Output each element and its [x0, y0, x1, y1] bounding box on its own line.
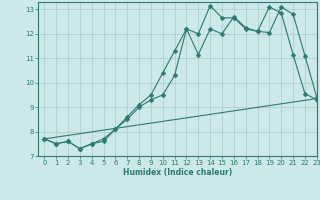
X-axis label: Humidex (Indice chaleur): Humidex (Indice chaleur) [123, 168, 232, 177]
